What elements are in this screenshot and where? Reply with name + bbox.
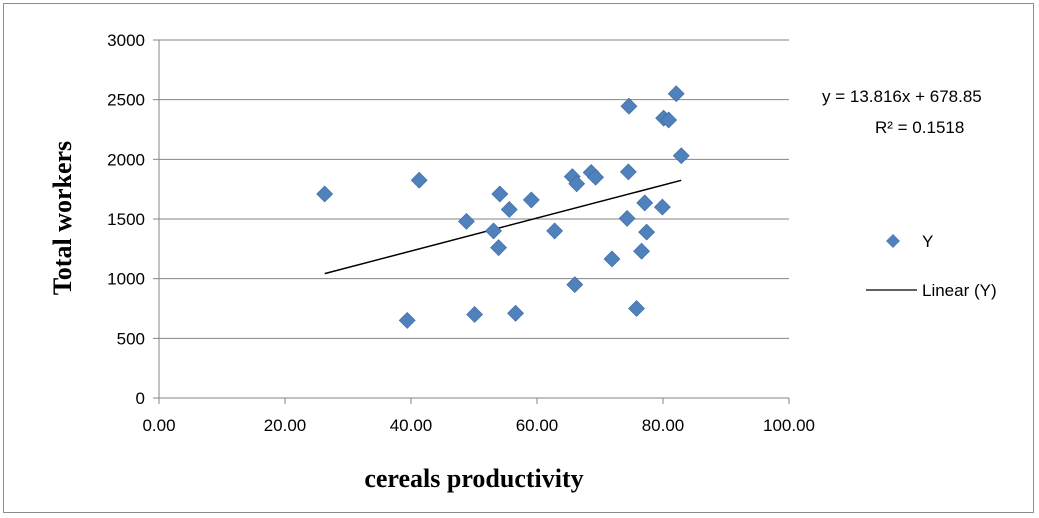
x-axis-title: cereals productivity	[364, 464, 583, 493]
data-point	[667, 85, 685, 103]
data-point	[458, 212, 475, 230]
data-point	[636, 194, 654, 212]
legend-marker-y	[886, 234, 900, 248]
x-tick-label: 20.00	[264, 416, 307, 435]
chart-frame	[3, 3, 1034, 513]
data-point	[672, 147, 690, 165]
y-tick-label: 0	[136, 389, 145, 408]
data-point	[522, 191, 540, 209]
x-tick-label: 40.00	[390, 416, 433, 435]
data-point	[500, 201, 518, 218]
data-point	[466, 306, 484, 323]
trendline-layer	[324, 179, 682, 275]
data-point	[398, 312, 416, 329]
y-tick-label: 1000	[107, 270, 145, 289]
legend-label-linear: Linear (Y)	[922, 281, 997, 300]
legend-label-y: Y	[922, 232, 933, 251]
data-point	[316, 185, 334, 203]
y-axis-title: Total workers	[48, 141, 77, 295]
data-point	[628, 300, 645, 317]
data-point	[546, 222, 564, 240]
y-tick-label: 2500	[107, 91, 145, 110]
data-point	[638, 223, 656, 241]
y-tick-label: 500	[117, 329, 145, 348]
data-point	[619, 163, 637, 181]
data-point	[485, 222, 502, 240]
x-tick-label: 0.00	[142, 416, 175, 435]
y-tick-label: 2000	[107, 150, 145, 169]
legend: Y Linear (Y)	[866, 232, 997, 300]
data-point	[653, 198, 671, 216]
data-point	[490, 239, 507, 257]
data-point	[660, 111, 678, 129]
trendline	[324, 179, 682, 275]
data-point	[603, 250, 621, 268]
data-point	[620, 97, 638, 115]
data-points	[316, 85, 690, 329]
x-tick-label: 80.00	[642, 416, 685, 435]
y-tick-label: 1500	[107, 210, 145, 229]
data-point	[633, 242, 651, 260]
data-point	[568, 175, 586, 193]
axes: 0 500 1000 1500 2000 2500 3000 0.00 20.00 40.00 60…	[107, 31, 815, 435]
data-point	[410, 171, 428, 189]
data-point	[618, 209, 636, 227]
y-tick-label: 3000	[107, 31, 145, 50]
data-point	[491, 185, 509, 203]
data-point	[507, 304, 525, 322]
x-tick-label: 60.00	[516, 416, 559, 435]
data-point	[566, 276, 584, 294]
gridlines	[159, 39, 789, 339]
x-tick-label: 100.00	[763, 416, 815, 435]
trendline-r-squared: R² = 0.1518	[875, 118, 964, 137]
data-point	[587, 168, 605, 186]
trendline-equation: y = 13.816x + 678.85	[822, 87, 982, 106]
